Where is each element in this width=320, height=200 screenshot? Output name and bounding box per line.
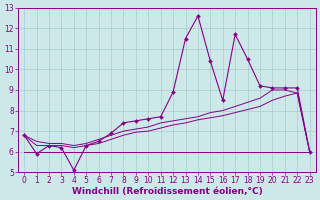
X-axis label: Windchill (Refroidissement éolien,°C): Windchill (Refroidissement éolien,°C) — [72, 187, 262, 196]
